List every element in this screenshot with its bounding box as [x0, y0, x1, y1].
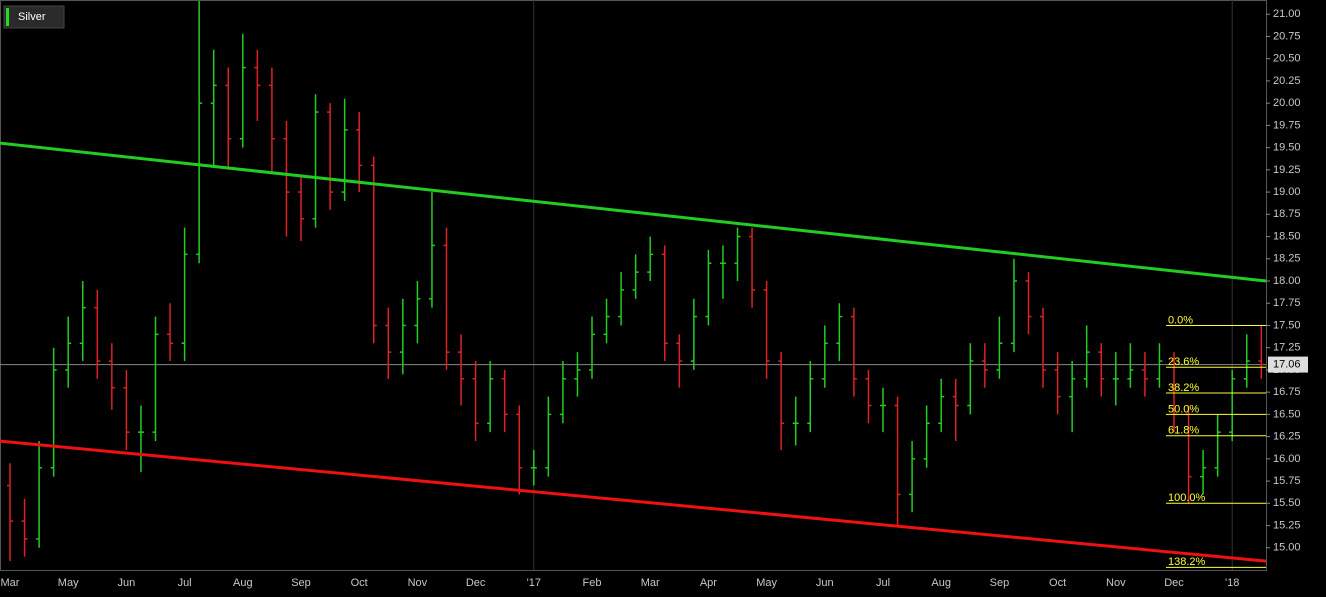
y-tick-label: 19.75: [1273, 119, 1301, 131]
x-tick-label: Dec: [466, 577, 486, 589]
x-tick-label: Oct: [351, 577, 368, 589]
x-tick-label: May: [58, 577, 79, 589]
fib-label: 138.2%: [1168, 556, 1206, 568]
last-price-tag: [1268, 356, 1308, 373]
y-tick-label: 17.50: [1273, 319, 1301, 331]
y-tick-label: 20.50: [1273, 53, 1301, 65]
fib-label: 61.8%: [1168, 425, 1199, 437]
y-tick-label: 21.00: [1273, 8, 1301, 20]
x-tick-label: Jun: [816, 577, 834, 589]
legend-box: [3, 5, 65, 29]
x-tick-label: Sep: [291, 577, 311, 589]
x-tick-label: Mar: [1, 577, 20, 589]
last-price-label: 17.06: [1273, 358, 1301, 370]
x-tick-label: Jun: [118, 577, 136, 589]
y-tick-label: 19.50: [1273, 142, 1301, 154]
fib-label: 50.0%: [1168, 403, 1199, 415]
y-tick-label: 17.25: [1273, 342, 1301, 354]
y-tick-label: 17.75: [1273, 297, 1301, 309]
x-tick-label: Apr: [700, 577, 717, 589]
y-tick-label: 20.25: [1273, 75, 1301, 87]
x-tick-label: May: [756, 577, 777, 589]
trendline: [0, 439, 1267, 563]
y-tick-label: 18.00: [1273, 275, 1301, 287]
y-tick-label: 16.75: [1273, 386, 1301, 398]
trendline: [0, 141, 1267, 283]
x-tick-label: Sep: [990, 577, 1010, 589]
y-tick-label: 18.75: [1273, 208, 1301, 220]
y-tick-label: 19.00: [1273, 186, 1301, 198]
y-tick-label: 15.75: [1273, 475, 1301, 487]
legend-swatch: [6, 8, 9, 26]
fib-label: 38.2%: [1168, 382, 1199, 394]
x-tick-label: Oct: [1049, 577, 1066, 589]
x-tick-label: Mar: [641, 577, 660, 589]
fib-label: 0.0%: [1168, 314, 1193, 326]
y-tick-label: 20.00: [1273, 97, 1301, 109]
y-tick-label: 18.50: [1273, 230, 1301, 242]
x-tick-label: Aug: [233, 577, 253, 589]
x-tick-label: Nov: [1106, 577, 1126, 589]
x-tick-label: '18: [1225, 577, 1239, 589]
y-tick-label: 15.25: [1273, 519, 1301, 531]
y-tick-label: 16.50: [1273, 408, 1301, 420]
y-tick-label: 16.25: [1273, 431, 1301, 443]
y-tick-label: 19.25: [1273, 164, 1301, 176]
fib-label: 23.6%: [1168, 356, 1199, 368]
x-tick-label: Aug: [931, 577, 951, 589]
x-tick-label: Dec: [1164, 577, 1184, 589]
x-tick-label: Jul: [876, 577, 890, 589]
fib-label: 100.0%: [1168, 492, 1206, 504]
y-tick-label: 16.00: [1273, 453, 1301, 465]
y-tick-label: 20.75: [1273, 30, 1301, 42]
y-tick-label: 15.50: [1273, 497, 1301, 509]
y-tick-label: 15.00: [1273, 542, 1301, 554]
x-tick-label: '17: [527, 577, 541, 589]
legend-label: Silver: [18, 11, 46, 23]
x-tick-label: Feb: [583, 577, 602, 589]
x-tick-label: Jul: [178, 577, 192, 589]
x-tick-label: Nov: [408, 577, 428, 589]
plot-frame: [0, 0, 1267, 571]
y-tick-label: 18.25: [1273, 253, 1301, 265]
